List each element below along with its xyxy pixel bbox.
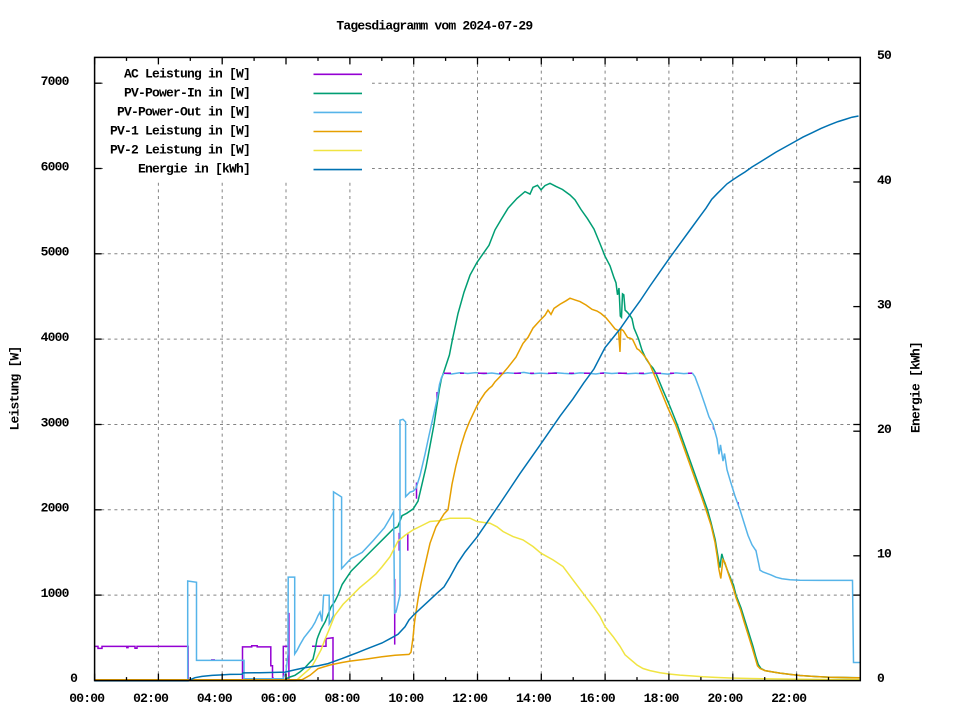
svg-text:Tagesdiagramm vom 2024-07-29: Tagesdiagramm vom 2024-07-29 [336, 18, 533, 33]
svg-text:1000: 1000 [41, 586, 70, 601]
svg-text:7000: 7000 [41, 74, 70, 89]
svg-text:PV-1 Leistung in [W]: PV-1 Leistung in [W] [110, 123, 250, 138]
svg-text:20: 20 [877, 422, 892, 437]
svg-text:50: 50 [877, 48, 892, 63]
svg-text:10: 10 [877, 547, 892, 562]
svg-text:PV-2 Leistung in [W]: PV-2 Leistung in [W] [110, 142, 250, 157]
svg-text:AC Leistung in [W]: AC Leistung in [W] [124, 66, 250, 81]
svg-text:18:00: 18:00 [644, 691, 680, 706]
svg-text:20:00: 20:00 [707, 691, 743, 706]
svg-text:08:00: 08:00 [325, 691, 361, 706]
svg-text:10:00: 10:00 [388, 691, 424, 706]
svg-text:12:00: 12:00 [452, 691, 488, 706]
svg-text:5000: 5000 [41, 245, 70, 260]
svg-text:30: 30 [877, 297, 892, 312]
svg-text:00:00: 00:00 [69, 691, 105, 706]
svg-text:PV-Power-In in [W]: PV-Power-In in [W] [124, 85, 250, 100]
svg-text:0: 0 [877, 671, 885, 686]
svg-text:Leistung [W]: Leistung [W] [8, 346, 23, 430]
svg-text:PV-Power-Out in [W]: PV-Power-Out in [W] [117, 104, 250, 119]
svg-text:Energie in [kWh]: Energie in [kWh] [138, 161, 250, 176]
svg-text:04:00: 04:00 [197, 691, 233, 706]
svg-text:Energie [kWh]: Energie [kWh] [909, 342, 924, 433]
svg-text:40: 40 [877, 173, 892, 188]
svg-text:02:00: 02:00 [133, 691, 169, 706]
svg-text:2000: 2000 [41, 501, 70, 516]
svg-text:06:00: 06:00 [261, 691, 297, 706]
svg-text:22:00: 22:00 [771, 691, 807, 706]
svg-text:6000: 6000 [41, 159, 70, 174]
svg-text:0: 0 [70, 671, 78, 686]
svg-text:14:00: 14:00 [516, 691, 552, 706]
svg-text:16:00: 16:00 [580, 691, 616, 706]
svg-text:3000: 3000 [41, 415, 70, 430]
svg-text:4000: 4000 [41, 330, 70, 345]
